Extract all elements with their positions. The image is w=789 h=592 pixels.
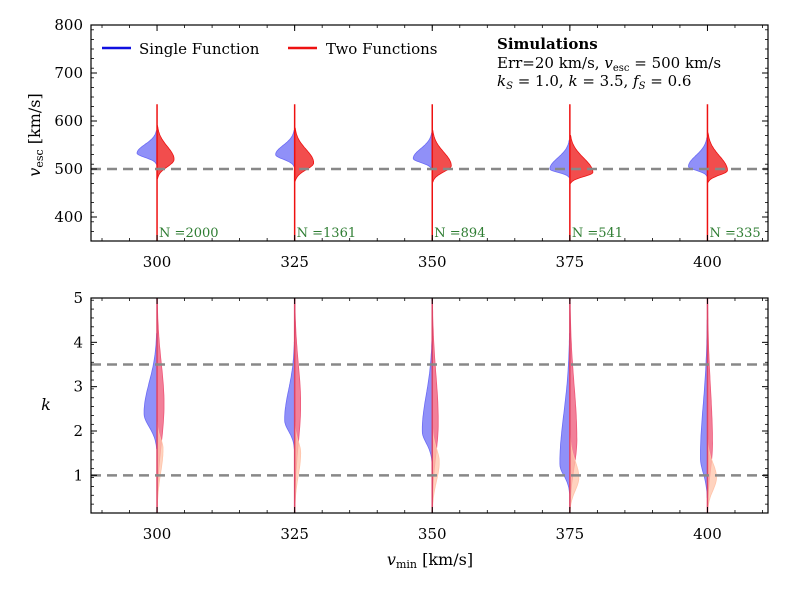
y-tick-label: 700 — [54, 64, 83, 82]
x-tick-label: 400 — [693, 253, 722, 271]
violin-top-s0-350 — [412, 132, 433, 170]
top-ticks: 300 325 350 375 400 400 500 600 700 800 — [54, 16, 768, 271]
violin-top-s0-325 — [275, 130, 296, 167]
x-tick-label: 350 — [418, 253, 447, 271]
bottom-axes-frame — [90, 297, 769, 514]
count-label: N =2000 — [159, 226, 218, 241]
top-panel: N =2000 N =1361 N =894 N =541 N =335 300 325 3… — [25, 16, 769, 271]
x-tick-label: 325 — [280, 253, 309, 271]
violin-top-s1-350 — [431, 130, 452, 183]
violin-bottom-s2-350 — [431, 426, 440, 512]
x-tick-label: 350 — [418, 525, 447, 543]
violin-top-s0-375 — [549, 139, 571, 178]
violin-bottom-s0-350 — [421, 337, 433, 463]
x-tick-label: 300 — [143, 253, 172, 271]
bottom-xlabel: vmin [km/s] — [387, 550, 473, 571]
violin-bottom-s0-325 — [284, 341, 296, 450]
x-tick-label: 375 — [556, 525, 585, 543]
top-count-labels: N =2000 N =1361 N =894 N =541 N =335 — [159, 226, 761, 241]
y-tick-label: 800 — [54, 16, 83, 34]
y-tick-label: 1 — [73, 466, 83, 484]
violin-bottom-s0-400 — [700, 319, 708, 498]
violin-top-s1-300 — [156, 125, 175, 179]
violin-bottom-s0-375 — [559, 333, 571, 494]
top-ylabel: vesc [km/s] — [25, 93, 46, 176]
count-label: N =541 — [572, 226, 623, 241]
annotation-title: Simulations — [497, 35, 598, 53]
y-tick-label: 600 — [54, 112, 83, 130]
top-violins — [136, 104, 728, 241]
annotation-line-2: kS = 1.0, k = 3.5, fS = 0.6 — [497, 72, 691, 92]
legend-label-two: Two Functions — [326, 40, 437, 58]
violin-bottom-s0-300 — [143, 333, 158, 450]
annotation: Simulations Err=20 km/s, vesc = 500 km/s… — [497, 35, 721, 92]
violin-top-s1-375 — [569, 135, 594, 184]
x-tick-label: 325 — [280, 525, 309, 543]
bottom-ticks: 300 325 350 375 400 1 2 3 4 5 — [73, 289, 768, 543]
top-axes-frame — [90, 24, 769, 242]
y-tick-label: 5 — [73, 289, 83, 307]
y-tick-label: 400 — [54, 208, 83, 226]
x-tick-label: 300 — [143, 525, 172, 543]
violin-top-s0-300 — [136, 130, 158, 165]
legend-label-single: Single Function — [139, 40, 260, 58]
bottom-ylabel: k — [41, 395, 51, 414]
violin-bottom-s2-375 — [569, 435, 580, 512]
legend: Single Function Two Functions — [102, 40, 437, 58]
x-tick-label: 375 — [556, 253, 585, 271]
violin-top-s0-400 — [688, 137, 708, 177]
bottom-panel: 300 325 350 375 400 1 2 3 4 5 k vmin [km/s] — [41, 289, 769, 571]
y-tick-label: 2 — [73, 422, 83, 440]
violin-bottom-s2-300 — [156, 421, 164, 512]
y-tick-label: 4 — [73, 333, 83, 351]
violin-bottom-s2-325 — [294, 421, 302, 512]
y-tick-label: 500 — [54, 160, 83, 178]
count-label: N =335 — [709, 226, 760, 241]
violin-top-s1-400 — [707, 132, 728, 183]
y-tick-label: 3 — [73, 378, 83, 396]
count-label: N =894 — [434, 226, 485, 241]
bottom-violins — [143, 297, 717, 513]
x-tick-label: 400 — [693, 525, 722, 543]
annotation-line-1: Err=20 km/s, vesc = 500 km/s — [497, 54, 721, 74]
violin-top-s1-325 — [294, 127, 314, 182]
count-label: N =1361 — [297, 226, 356, 241]
